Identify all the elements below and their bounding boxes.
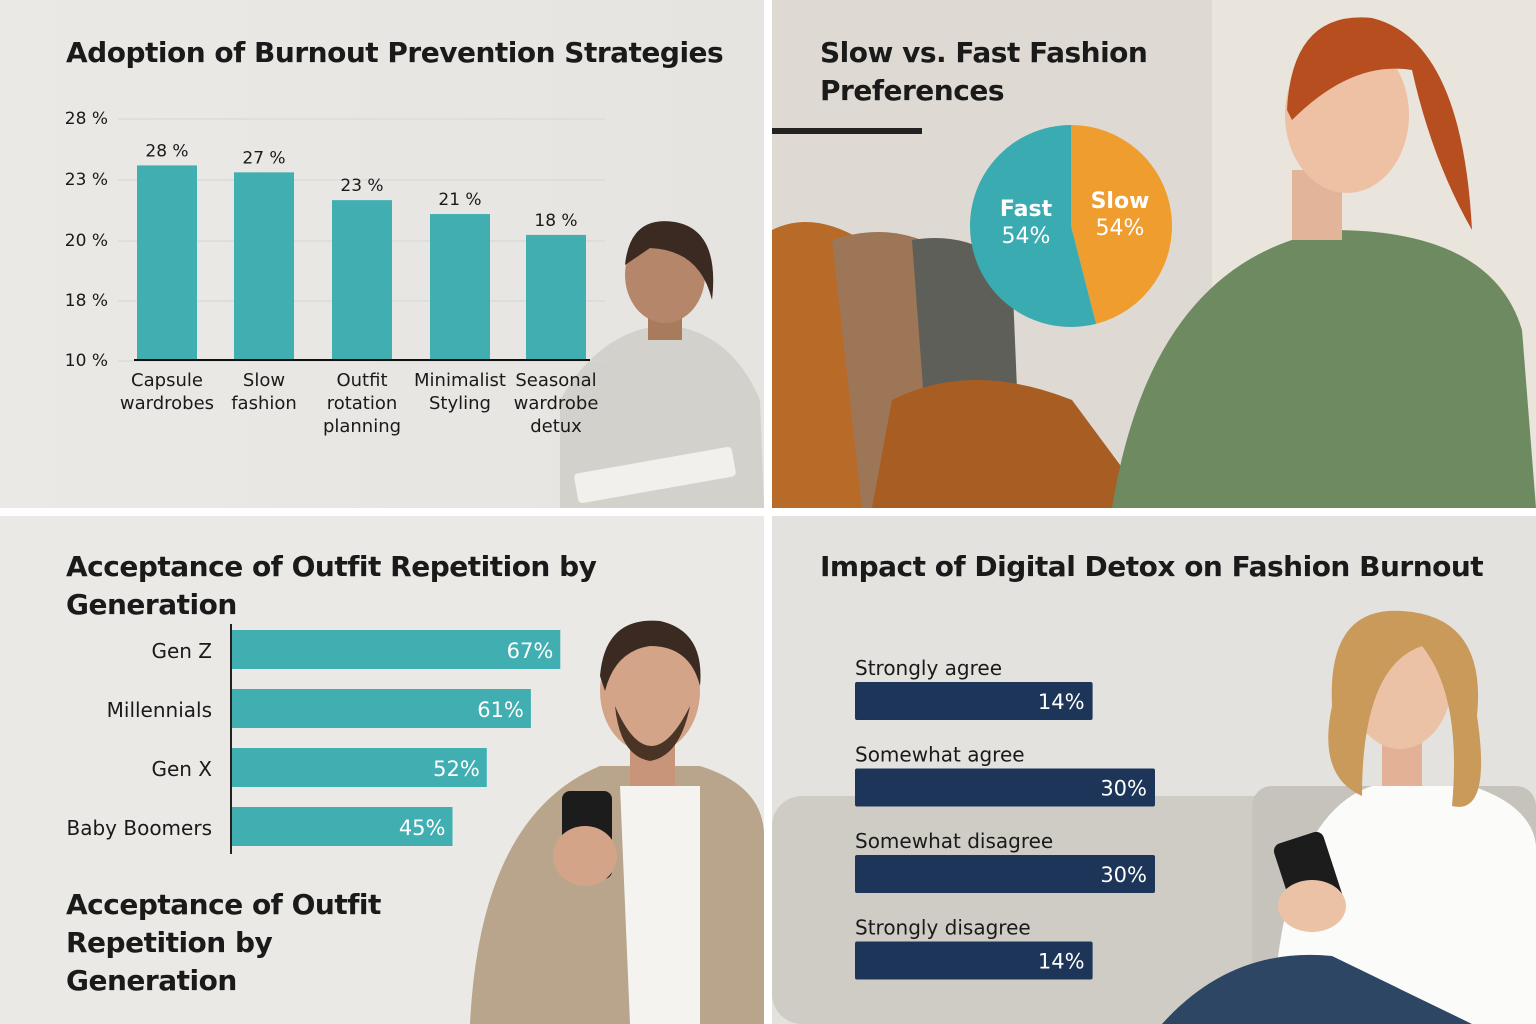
data-label: 18 % <box>534 211 577 231</box>
bar <box>526 234 586 360</box>
bar <box>855 855 1155 893</box>
data-label: 45% <box>399 816 446 840</box>
fashion-preference-panel: Slow vs. Fast Fashion Preferences Slow 54… <box>772 0 1536 508</box>
category-label: Gen X <box>151 757 212 781</box>
pie-slice-fast <box>1071 125 1173 324</box>
bar <box>855 768 1155 807</box>
y-tick-label: 23 % <box>65 170 108 190</box>
x-tick-label: Minimalist <box>414 370 506 391</box>
x-tick-label: fashion <box>231 393 297 414</box>
category-label: Somewhat agree <box>855 743 1025 767</box>
chart-subtitle: Acceptance of Outfit Repetition by Gener… <box>66 888 381 997</box>
y-tick-label: 18 % <box>65 291 108 311</box>
y-tick-label: 10 % <box>65 351 108 371</box>
data-label: 30% <box>1100 863 1147 887</box>
x-tick-label: planning <box>323 416 401 437</box>
clothing-rack-illustration <box>772 0 1536 508</box>
data-label: 67% <box>507 639 554 663</box>
chart-title: Adoption of Burnout Prevention Strategie… <box>66 36 724 69</box>
data-label: 21 % <box>438 190 481 210</box>
x-tick-label: rotation <box>327 393 398 414</box>
bar <box>234 172 294 360</box>
data-label: 52% <box>433 757 480 781</box>
slice-name-label: Fast <box>1000 197 1053 222</box>
burnout-strategies-panel: Adoption of Burnout Prevention Strategie… <box>0 0 764 508</box>
bar <box>430 214 490 360</box>
category-label: Millennials <box>107 698 212 722</box>
x-tick-label: Styling <box>429 393 491 414</box>
x-tick-label: Seasonal <box>515 370 596 391</box>
person-illustration <box>470 620 764 1024</box>
chart-title: Acceptance of Outfit Repetition by Gener… <box>66 550 597 621</box>
x-tick-label: wardrobe <box>514 393 599 414</box>
bar <box>855 941 1093 980</box>
bar <box>137 165 197 360</box>
data-label: 61% <box>477 698 524 722</box>
category-label: Strongly agree <box>855 656 1002 680</box>
slice-value-label: 54% <box>1096 216 1145 241</box>
bar <box>332 200 392 360</box>
bar-chart: 28 % 23 % 20 % 18 % 10 % 28 % Capsulewardrobes… <box>65 109 764 508</box>
x-tick-label: wardrobes <box>120 393 214 414</box>
category-label: Strongly disagree <box>855 916 1031 940</box>
bar <box>855 682 1093 720</box>
chart-title: Impact of Digital Detox on Fashion Burno… <box>820 550 1484 583</box>
slice-name-label: Slow <box>1091 189 1150 214</box>
slice-value-label: 54% <box>1002 224 1051 249</box>
x-tick-label: Slow <box>243 370 285 391</box>
y-tick-label: 28 % <box>65 109 108 129</box>
chart-area: 28 % 23 % 20 % 18 % 10 % 28 % Capsulewardrobes… <box>65 109 605 437</box>
bar <box>232 689 531 728</box>
y-tick-label: 20 % <box>65 231 108 251</box>
data-label: 14% <box>1038 950 1085 974</box>
data-label: 28 % <box>145 141 188 161</box>
data-label: 23 % <box>340 176 383 196</box>
x-tick-label: Outfit <box>336 370 387 391</box>
digital-detox-panel: Impact of Digital Detox on Fashion Burno… <box>772 516 1536 1024</box>
data-label: 30% <box>1100 777 1147 801</box>
pie-slice-slow <box>970 125 1097 327</box>
bar <box>232 807 453 846</box>
outfit-repetition-panel: Acceptance of Outfit Repetition by Gener… <box>0 516 764 1024</box>
data-label: 27 % <box>242 148 285 168</box>
horizontal-bar-chart: Strongly agree 14% Somewhat agree 30% Somewh… <box>855 656 1155 980</box>
person-illustration <box>560 221 764 508</box>
bar <box>232 748 487 787</box>
category-label: Baby Boomers <box>67 816 213 840</box>
data-label: 14% <box>1038 690 1085 714</box>
bar <box>232 630 561 669</box>
x-tick-label: detux <box>530 416 582 437</box>
category-label: Gen Z <box>151 639 212 663</box>
chart-title: Slow vs. Fast Fashion Preferences <box>820 36 1148 107</box>
x-tick-label: Capsule <box>131 370 203 391</box>
horizontal-bar-chart: 67% Gen Z 61% Millennials 52% Gen X 45% Baby Bo… <box>67 624 561 854</box>
category-label: Somewhat disagree <box>855 829 1053 853</box>
